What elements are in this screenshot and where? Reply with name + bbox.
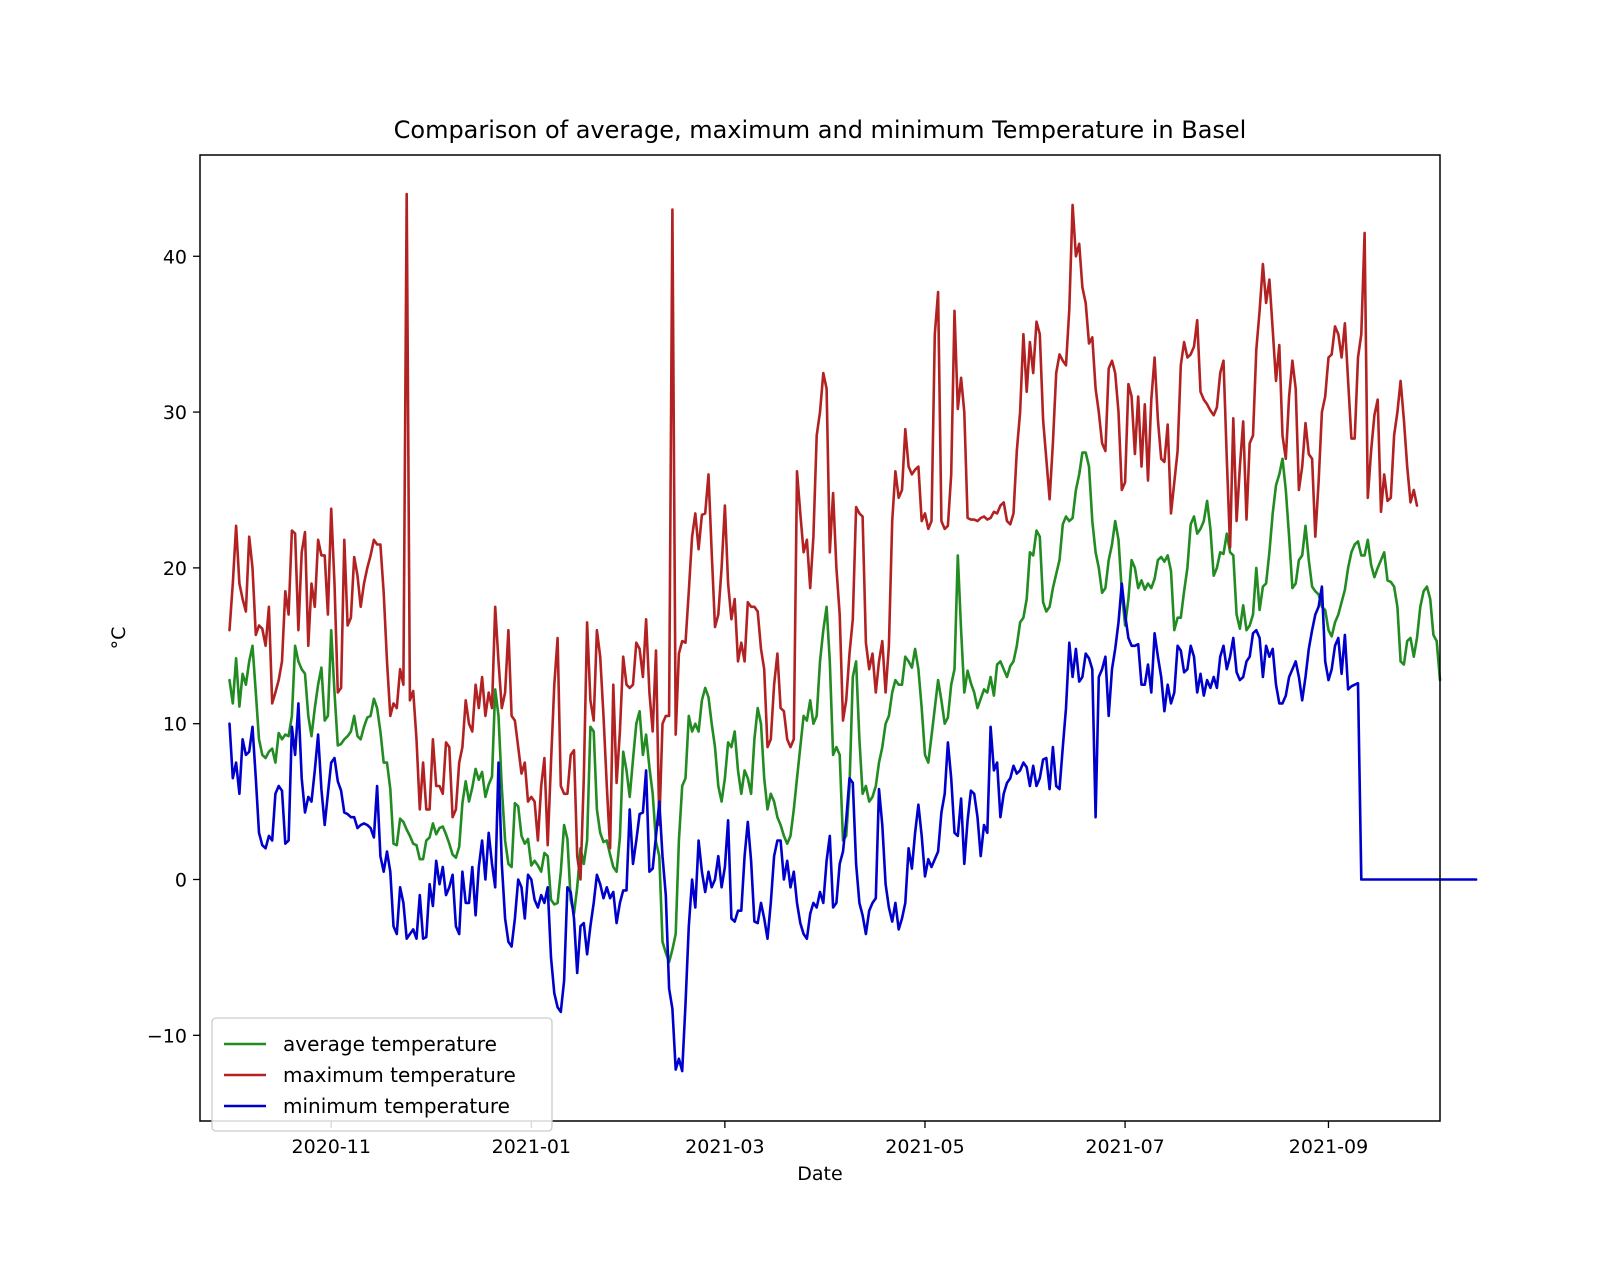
y-tick-label: −10 [147,1025,187,1047]
plot-frame [199,154,1441,1122]
legend-label: average temperature [283,1032,497,1056]
y-tick-label: 20 [163,558,187,580]
legend-label: minimum temperature [283,1094,510,1118]
x-tick-label: 2020-11 [292,1136,371,1158]
x-tick-label: 2021-03 [685,1136,764,1158]
y-tick-label: 40 [163,246,187,268]
y-axis: −10 0 10 20 30 40 [147,246,200,1047]
x-tick-label: 2021-05 [885,1136,964,1158]
series-line-maximum [228,192,1419,881]
y-axis-label: °C [108,627,130,650]
x-tick-label: 2021-09 [1289,1136,1368,1158]
y-tick-label: 10 [163,714,187,736]
series-layer [228,192,1478,1073]
legend-box [211,1017,553,1132]
legend: average temperature maximum temperature mi… [211,1017,553,1132]
x-tick-label: 2021-07 [1085,1136,1164,1158]
series-line-minimum [228,582,1478,1073]
series-line-average [228,451,1442,964]
chart-title: Comparison of average, maximum and minim… [394,116,1247,144]
x-axis: 2020-11 2021-01 2021-03 2021-05 2021-07 2021-… [292,1121,1368,1158]
y-tick-label: 30 [163,402,187,424]
x-tick-label: 2021-01 [492,1136,571,1158]
y-tick-label: 0 [175,870,187,892]
x-axis-label: Date [797,1163,842,1185]
legend-label: maximum temperature [283,1063,516,1087]
